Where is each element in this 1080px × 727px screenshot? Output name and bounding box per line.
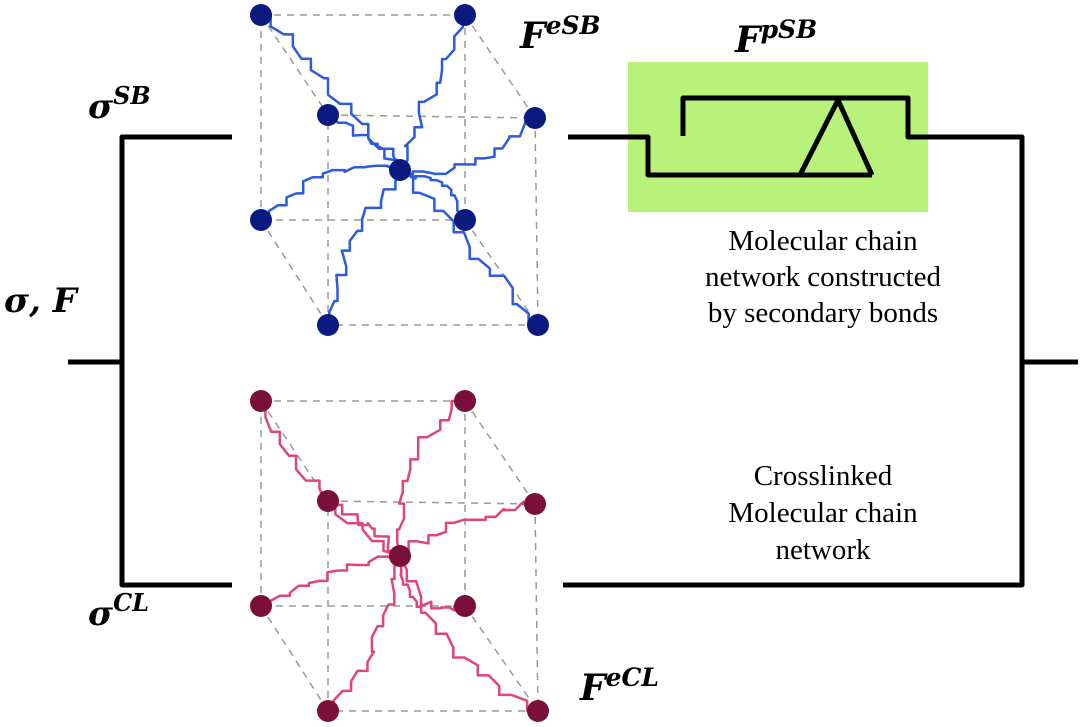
network-node <box>317 314 339 336</box>
crosslinked-caption: Crosslinked Molecular chain network <box>728 460 918 566</box>
crosslinked-network <box>250 390 549 722</box>
molecular-chain <box>261 164 401 222</box>
cube-edge <box>260 400 329 502</box>
molecular-chain <box>328 113 402 171</box>
network-node <box>250 209 272 231</box>
network-node <box>250 4 272 26</box>
sigma-sb-label: σSB <box>88 81 151 127</box>
network-node <box>317 104 339 126</box>
molecular-chain <box>399 500 535 558</box>
molecular-chain <box>398 555 465 612</box>
molecular-chain <box>328 499 402 557</box>
cube-edge <box>260 14 329 116</box>
plastic-element-box <box>628 62 928 212</box>
left-bracket <box>119 134 232 588</box>
f-ecl-label: FeCL <box>579 663 659 709</box>
molecular-chain <box>395 399 465 557</box>
network-node <box>454 4 476 26</box>
cube-edge <box>260 605 329 712</box>
network-node <box>317 490 339 512</box>
molecular-chain <box>398 555 538 713</box>
caption-line: by secondary bonds <box>708 297 938 329</box>
molecular-chain <box>328 555 402 713</box>
secondary-bond-caption: Molecular chain network constructed by s… <box>705 225 941 329</box>
network-node <box>317 700 339 722</box>
central-node <box>389 159 411 181</box>
network-node <box>454 595 476 617</box>
cube-edge <box>464 400 536 505</box>
cube-edge <box>464 605 539 712</box>
network-node <box>250 595 272 617</box>
sigma-f-label: σ, F <box>4 281 80 321</box>
caption-line: Molecular chain <box>728 497 918 529</box>
slider-lower <box>568 134 872 178</box>
network-node <box>454 209 476 231</box>
slider-upper <box>680 95 1022 140</box>
central-node <box>389 545 411 567</box>
cube-edge <box>327 114 536 119</box>
molecular-chain <box>328 169 402 327</box>
molecular-chain <box>261 399 401 558</box>
friction-slider-element <box>568 95 1022 178</box>
sigma-cl-label: σCL <box>88 588 149 634</box>
cube-edge <box>534 503 539 712</box>
network-node <box>250 390 272 412</box>
network-node <box>527 700 549 722</box>
caption-line: Molecular chain <box>728 225 918 257</box>
molecular-chain <box>399 168 465 222</box>
caption-line: network <box>775 534 871 566</box>
cube-edge <box>534 117 539 326</box>
molecular-chain <box>399 13 465 171</box>
molecular-chain <box>261 554 401 608</box>
network-node <box>527 314 549 336</box>
cube-edge <box>327 500 536 505</box>
cube-edge <box>260 219 329 326</box>
cube-edge <box>464 219 539 326</box>
f-esb-label: FeSB <box>519 11 601 57</box>
network-node <box>454 390 476 412</box>
molecular-chain <box>399 116 535 176</box>
caption-line: Crosslinked <box>754 460 893 492</box>
network-node <box>524 493 546 515</box>
f-psb-label: FpSB <box>734 15 817 61</box>
molecular-chain <box>399 168 538 327</box>
caption-line: network constructed <box>705 261 941 293</box>
secondary-bond-network <box>250 4 549 336</box>
network-node <box>524 107 546 129</box>
